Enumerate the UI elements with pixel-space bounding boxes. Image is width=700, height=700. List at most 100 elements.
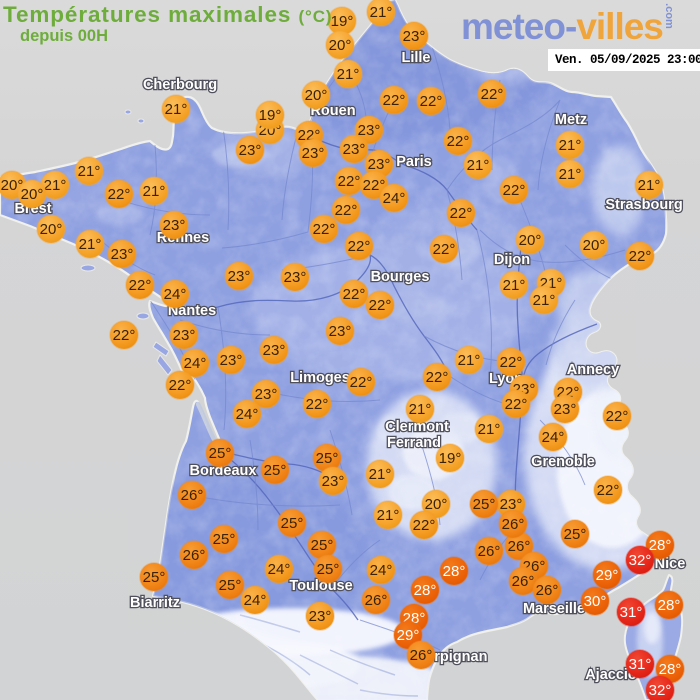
svg-text:28°: 28° (658, 597, 681, 614)
svg-text:21°: 21° (467, 157, 490, 174)
svg-text:22°: 22° (335, 202, 358, 219)
svg-text:Limoges: Limoges (290, 370, 350, 386)
svg-text:21°: 21° (409, 401, 432, 418)
svg-text:22°: 22° (426, 369, 449, 386)
svg-text:25°: 25° (264, 462, 287, 479)
svg-text:Marseille: Marseille (523, 601, 585, 617)
svg-text:20°: 20° (1, 177, 24, 194)
svg-text:30°: 30° (584, 593, 607, 610)
svg-text:21°: 21° (79, 236, 102, 253)
svg-text:23°: 23° (322, 473, 345, 490)
svg-text:26°: 26° (181, 487, 204, 504)
svg-text:Toulouse: Toulouse (289, 578, 352, 594)
svg-text:25°: 25° (317, 561, 340, 578)
svg-text:24°: 24° (184, 355, 207, 372)
svg-text:23°: 23° (111, 246, 134, 263)
svg-text:22°: 22° (348, 238, 371, 255)
svg-text:22°: 22° (338, 173, 361, 190)
svg-text:23°: 23° (302, 145, 325, 162)
svg-text:25°: 25° (281, 515, 304, 532)
svg-text:25°: 25° (209, 445, 232, 462)
svg-text:19°: 19° (259, 107, 282, 124)
svg-text:22°: 22° (413, 517, 436, 534)
svg-text:31°: 31° (629, 656, 652, 673)
svg-text:22°: 22° (383, 92, 406, 109)
svg-text:25°: 25° (311, 537, 334, 554)
svg-text:26°: 26° (183, 547, 206, 564)
svg-text:22°: 22° (606, 408, 629, 425)
svg-text:Grenoble: Grenoble (531, 454, 595, 470)
svg-text:Ajaccio: Ajaccio (585, 667, 637, 683)
svg-text:23°: 23° (554, 401, 577, 418)
svg-text:23°: 23° (163, 217, 186, 234)
svg-text:31°: 31° (620, 604, 643, 621)
svg-text:22°: 22° (129, 277, 152, 294)
svg-text:23°: 23° (220, 352, 243, 369)
svg-text:26°: 26° (512, 573, 535, 590)
svg-text:21°: 21° (44, 177, 67, 194)
svg-text:28°: 28° (414, 582, 437, 599)
svg-text:20°: 20° (583, 237, 606, 254)
svg-text:21°: 21° (337, 66, 360, 83)
svg-text:21°: 21° (143, 183, 166, 200)
svg-text:21°: 21° (369, 466, 392, 483)
svg-text:22°: 22° (113, 327, 136, 344)
svg-text:28°: 28° (649, 537, 672, 554)
svg-text:19°: 19° (331, 13, 354, 30)
svg-text:22°: 22° (433, 241, 456, 258)
svg-text:23°: 23° (368, 156, 391, 173)
svg-text:23°: 23° (255, 386, 278, 403)
svg-text:22°: 22° (500, 354, 523, 371)
svg-text:21°: 21° (78, 163, 101, 180)
svg-text:22°: 22° (350, 374, 373, 391)
svg-text:25°: 25° (219, 577, 242, 594)
svg-text:24°: 24° (370, 562, 393, 579)
svg-text:21°: 21° (165, 101, 188, 118)
svg-text:22°: 22° (306, 396, 329, 413)
svg-text:Clermont: Clermont (385, 419, 449, 435)
svg-text:Bourges: Bourges (371, 269, 430, 285)
svg-text:Lille: Lille (401, 50, 430, 66)
svg-text:22°: 22° (481, 86, 504, 103)
svg-text:20°: 20° (425, 496, 448, 513)
svg-text:21°: 21° (377, 507, 400, 524)
svg-text:29°: 29° (596, 567, 619, 584)
svg-text:Bordeaux: Bordeaux (190, 463, 257, 479)
svg-text:23°: 23° (358, 122, 381, 139)
svg-text:22°: 22° (447, 133, 470, 150)
svg-text:26°: 26° (536, 582, 559, 599)
svg-text:23°: 23° (284, 269, 307, 286)
svg-text:26°: 26° (508, 538, 531, 555)
svg-text:32°: 32° (649, 682, 672, 699)
svg-text:21°: 21° (559, 166, 582, 183)
svg-text:24°: 24° (164, 286, 187, 303)
svg-text:21°: 21° (533, 292, 556, 309)
svg-text:23°: 23° (500, 496, 523, 513)
svg-text:22°: 22° (169, 377, 192, 394)
svg-text:Ferrand: Ferrand (387, 435, 441, 451)
svg-text:22°: 22° (108, 186, 131, 203)
svg-text:21°: 21° (559, 137, 582, 154)
svg-text:21°: 21° (458, 352, 481, 369)
svg-text:25°: 25° (473, 496, 496, 513)
svg-text:22°: 22° (420, 93, 443, 110)
svg-text:25°: 25° (213, 531, 236, 548)
svg-text:20°: 20° (329, 37, 352, 54)
svg-text:20°: 20° (305, 87, 328, 104)
svg-text:Annecy: Annecy (567, 362, 619, 378)
svg-text:24°: 24° (268, 561, 291, 578)
svg-text:25°: 25° (316, 450, 339, 467)
svg-text:29°: 29° (397, 627, 420, 644)
svg-text:32°: 32° (629, 552, 652, 569)
svg-text:28°: 28° (443, 563, 466, 580)
svg-text:Dijon: Dijon (494, 252, 530, 268)
svg-text:23°: 23° (309, 608, 332, 625)
svg-text:25°: 25° (143, 569, 166, 586)
svg-text:20°: 20° (40, 221, 63, 238)
svg-text:21°: 21° (503, 277, 526, 294)
svg-text:28°: 28° (659, 661, 682, 678)
svg-text:26°: 26° (410, 647, 433, 664)
svg-text:24°: 24° (236, 406, 259, 423)
svg-text:24°: 24° (244, 592, 267, 609)
svg-text:26°: 26° (365, 592, 388, 609)
